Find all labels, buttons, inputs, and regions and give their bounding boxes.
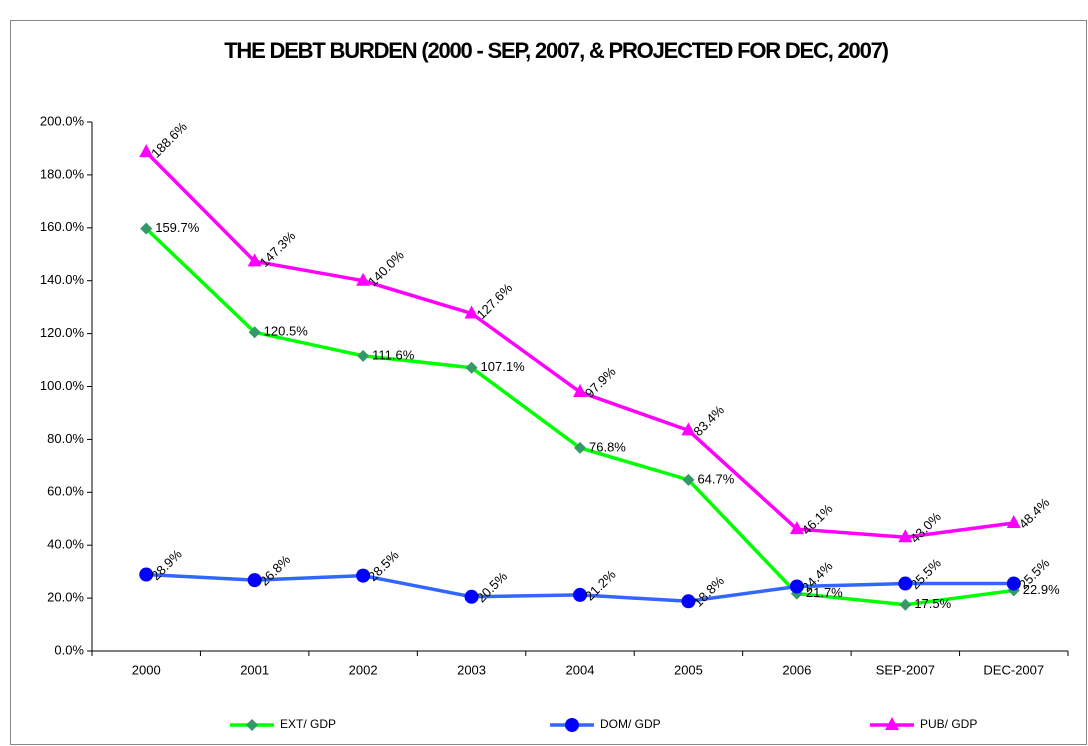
data-point (140, 222, 153, 235)
data-label: 159.7% (155, 220, 200, 235)
y-tick-label: 40.0% (47, 537, 84, 552)
legend-label: EXT/ GDP (280, 717, 336, 731)
y-tick-label: 180.0% (40, 166, 85, 181)
x-tick-label: 2001 (240, 662, 269, 677)
data-label: 17.5% (914, 596, 951, 611)
data-point (682, 473, 695, 486)
x-tick-label: DEC-2007 (983, 662, 1044, 677)
legend-label: DOM/ GDP (600, 717, 661, 731)
y-tick-label: 160.0% (40, 219, 85, 234)
y-tick-label: 60.0% (47, 484, 84, 499)
y-tick-label: 20.0% (47, 590, 84, 605)
data-point (465, 361, 478, 374)
x-tick-label: 2003 (457, 662, 486, 677)
data-point (574, 441, 586, 454)
data-point (247, 573, 262, 588)
data-point (356, 568, 371, 583)
x-tick-label: 2005 (674, 662, 703, 677)
data-point (139, 144, 154, 158)
data-point (573, 587, 587, 602)
data-point (681, 422, 696, 436)
data-label: 111.6% (372, 347, 415, 362)
y-tick-label: 140.0% (40, 272, 85, 287)
data-point (356, 272, 371, 286)
data-label: 120.5% (264, 324, 309, 339)
data-point (898, 576, 913, 591)
data-point (464, 589, 479, 604)
data-point (789, 579, 804, 594)
x-tick-label: SEP-2007 (876, 662, 935, 677)
x-tick-label: 2004 (566, 662, 595, 677)
data-label: 21.7% (806, 585, 843, 600)
data-point (1006, 576, 1021, 591)
y-tick-label: 0.0% (54, 642, 84, 657)
data-point (139, 567, 154, 582)
data-point (248, 326, 261, 339)
chart-title: THE DEBT BURDEN (2000 - SEP, 2007, & PRO… (224, 38, 888, 63)
data-label: 64.7% (697, 471, 734, 486)
data-point (464, 305, 479, 319)
data-label: 76.8% (589, 439, 626, 454)
legend-label: PUB/ GDP (920, 717, 977, 731)
data-label: 107.1% (481, 359, 526, 374)
legend-marker (565, 718, 579, 732)
legend-marker (885, 717, 899, 730)
data-point (247, 253, 262, 267)
y-tick-label: 80.0% (47, 431, 84, 446)
data-point (899, 598, 912, 611)
data-point (573, 384, 587, 398)
data-point (789, 521, 804, 535)
data-point (1006, 514, 1021, 528)
x-tick-label: 2000 (132, 662, 161, 677)
y-tick-label: 120.0% (40, 325, 85, 340)
y-tick-label: 100.0% (40, 378, 85, 393)
chart-frame (10, 20, 1087, 745)
data-point (898, 529, 913, 543)
data-label: 22.9% (1023, 582, 1060, 597)
y-tick-label: 200.0% (40, 113, 85, 128)
data-point (357, 349, 370, 362)
legend-marker (246, 719, 258, 731)
data-point (681, 594, 696, 609)
x-tick-label: 2006 (782, 662, 811, 677)
x-tick-label: 2002 (349, 662, 378, 677)
